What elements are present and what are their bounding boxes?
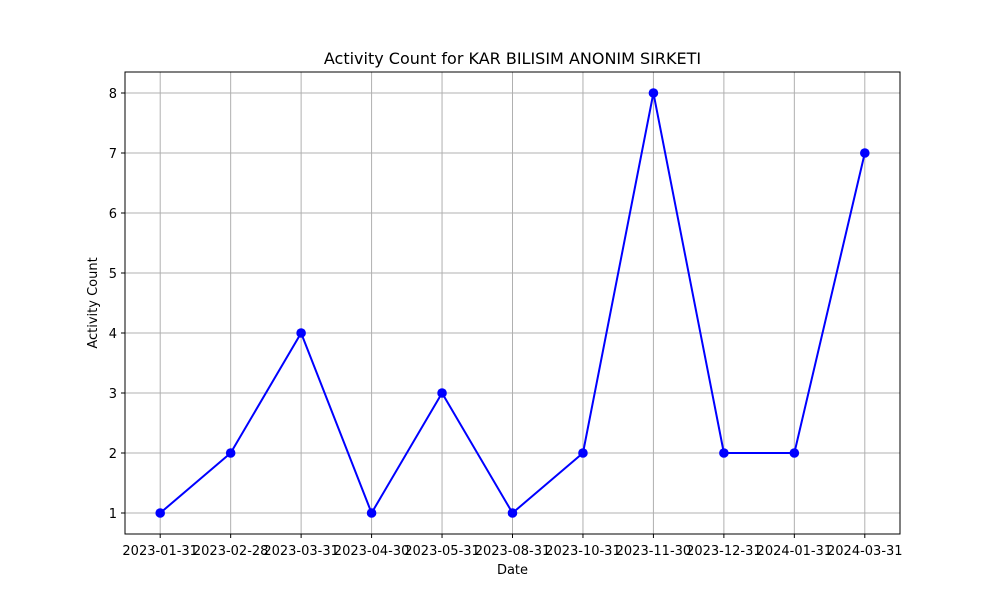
x-tick-label: 2023-10-31 [545, 544, 621, 559]
x-tick-label: 2023-05-31 [404, 544, 480, 559]
y-axis-label: Activity Count [86, 257, 101, 348]
x-tick-label: 2023-12-31 [686, 544, 762, 559]
y-tick-label: 6 [109, 207, 117, 222]
data-point [507, 508, 518, 518]
y-tick-label: 7 [109, 147, 117, 162]
tick-layer: 2023-01-312023-02-282023-03-312023-04-30… [109, 87, 903, 559]
data-point [225, 448, 236, 458]
data-point [366, 508, 377, 518]
y-tick-label: 1 [109, 507, 117, 522]
y-tick-label: 4 [109, 327, 117, 342]
x-tick-label: 2023-04-30 [334, 544, 410, 559]
x-tick-label: 2023-08-31 [475, 544, 551, 559]
data-point [578, 448, 588, 458]
x-tick-label: 2024-01-31 [757, 544, 833, 559]
grid-layer [125, 72, 900, 534]
x-tick-label: 2023-02-28 [193, 544, 269, 559]
y-tick-label: 2 [109, 447, 117, 462]
data-point [155, 508, 165, 518]
y-tick-label: 3 [109, 387, 117, 402]
data-point [789, 448, 800, 458]
data-point [860, 148, 870, 158]
x-tick-label: 2023-11-30 [616, 544, 692, 559]
data-point [719, 448, 729, 458]
x-tick-label: 2024-03-31 [827, 544, 903, 559]
x-axis-label: Date [497, 563, 528, 578]
data-point [437, 388, 447, 398]
x-tick-label: 2023-03-31 [263, 544, 339, 559]
y-tick-label: 8 [109, 87, 117, 102]
series-layer [155, 88, 870, 518]
x-tick-label: 2023-01-31 [122, 544, 198, 559]
chart-title: Activity Count for KAR BILISIM ANONIM SI… [324, 49, 701, 68]
y-tick-label: 5 [109, 267, 117, 282]
data-point [296, 328, 306, 338]
data-point [648, 88, 659, 98]
